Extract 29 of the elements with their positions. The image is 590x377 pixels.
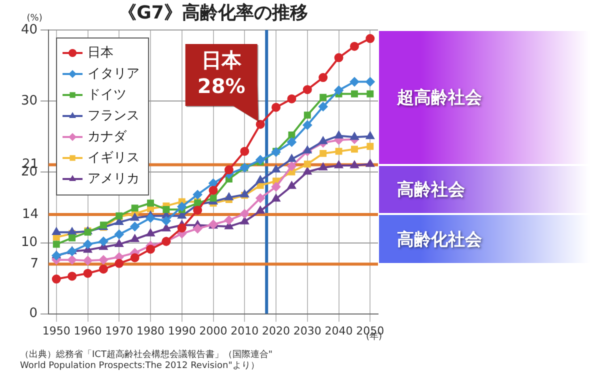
annotation: 日本 28% xyxy=(197,48,246,98)
legend-label: イタリア xyxy=(88,66,140,82)
label-panel: 超高齢社会 xyxy=(379,31,590,164)
y-tick-label: 10 xyxy=(20,235,38,250)
x-tick-label: 2040 xyxy=(324,324,353,338)
x-tick-label: 2030 xyxy=(293,324,322,338)
x-tick-label: 1980 xyxy=(136,324,165,338)
legend-label: イギリス xyxy=(88,150,140,166)
y-axis-title: (%) xyxy=(26,13,42,24)
legend-label: フランス xyxy=(88,108,140,124)
x-tick-label: 2000 xyxy=(199,324,228,338)
y-tick-label: 40 xyxy=(20,22,38,38)
x-tick-label: 2020 xyxy=(262,324,290,338)
x-tick-label: 1950 xyxy=(42,324,70,338)
label-panel: 高齢社会 xyxy=(379,166,590,214)
chart-title: 《G7》高齢化率の推移 xyxy=(118,2,308,24)
text: （出典）総務省「ICT超高齢社会構想会議報告書」（国際連合"World Population Prospects:The 2012 Revision"より） xyxy=(20,349,273,371)
x-tick-label: 1990 xyxy=(168,324,196,338)
x-tick-label: 1970 xyxy=(105,324,134,338)
x-tick-label: 1960 xyxy=(74,324,102,338)
legend-label: カナダ xyxy=(88,129,128,144)
legend-label: アメリカ xyxy=(88,171,140,186)
legend-label: ドイツ xyxy=(88,87,127,102)
legend-label: 日本 xyxy=(88,45,114,60)
y-tick-label: 30 xyxy=(20,93,38,108)
ref-line-label: 14 xyxy=(22,206,39,222)
x-tick-label: 2010 xyxy=(230,324,259,338)
ref-line-label: 7 xyxy=(30,256,39,272)
y-tick-label: 0 xyxy=(29,306,38,322)
